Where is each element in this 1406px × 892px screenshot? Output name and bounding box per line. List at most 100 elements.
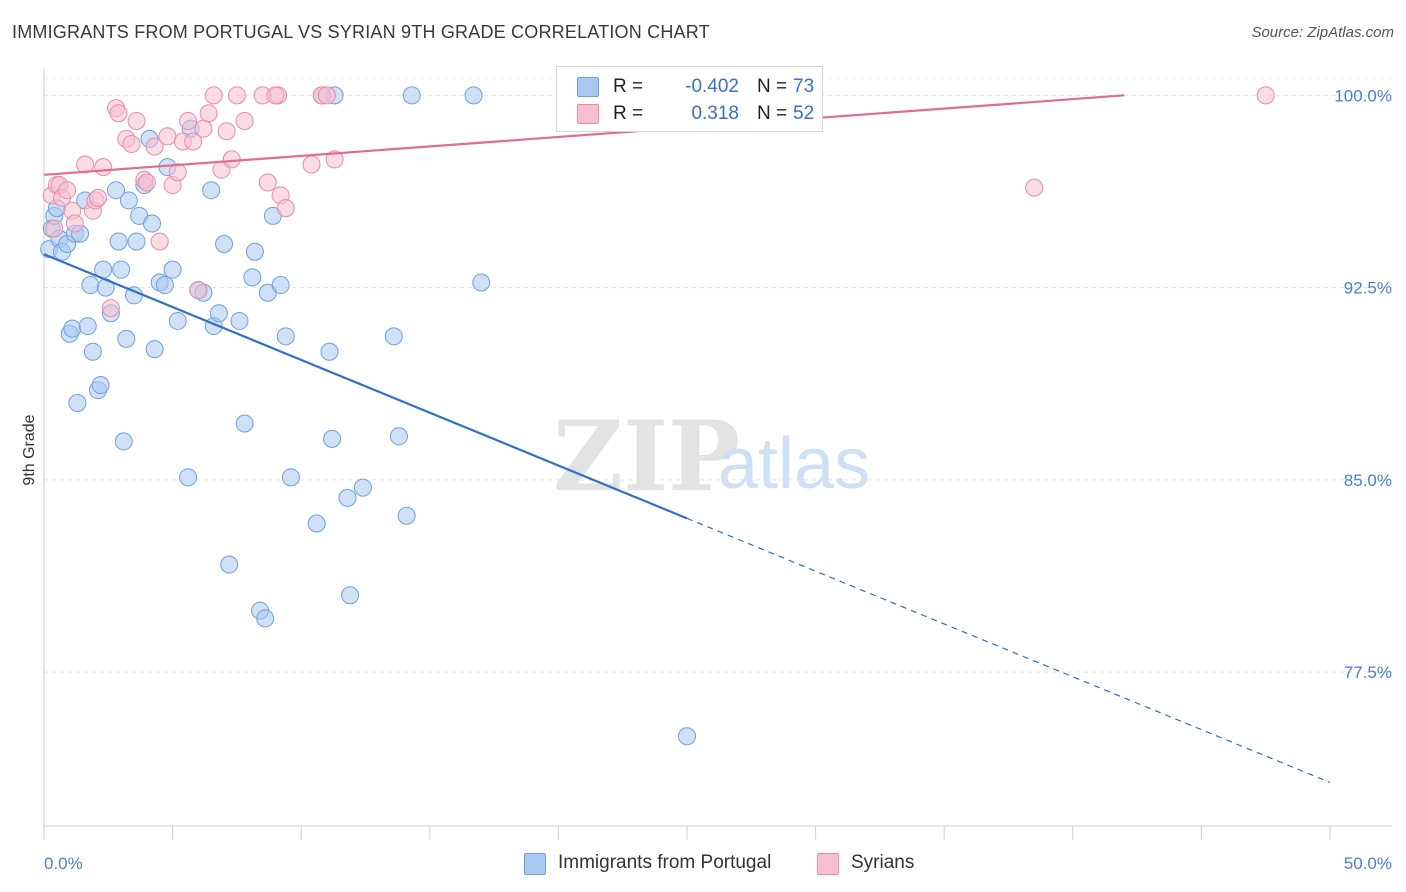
data-point: [220, 555, 239, 574]
data-point: [109, 104, 128, 123]
legend-r-value-portugal: -0.402: [685, 76, 739, 97]
data-point: [204, 86, 223, 105]
data-point: [258, 173, 277, 192]
bottom-legend-swatch-syrians: [817, 853, 839, 875]
data-point: [464, 86, 483, 105]
data-point: [271, 276, 290, 295]
data-point: [107, 181, 126, 200]
data-point: [184, 132, 203, 151]
bottom-legend-swatch-portugal: [524, 853, 546, 875]
bottom-legend-label-portugal: Immigrants from Portugal: [558, 852, 772, 873]
data-point: [353, 478, 372, 497]
data-point: [307, 514, 326, 533]
chart-title: IMMIGRANTS FROM PORTUGAL VS SYRIAN 9TH G…: [12, 22, 710, 42]
data-point: [168, 311, 187, 330]
legend-n-value-syrians: 52: [793, 103, 815, 124]
trendline-portugal: [43, 253, 688, 520]
data-point: [202, 181, 221, 200]
data-point: [179, 468, 198, 487]
data-point: [58, 181, 77, 200]
legend-n-value-portugal: 73: [793, 76, 815, 97]
source-label: Source: ZipAtlas.com: [1251, 24, 1394, 41]
data-point: [217, 122, 236, 141]
data-point: [78, 317, 97, 336]
trendline-portugal-extension: [686, 517, 1331, 783]
gridlines: [44, 77, 1392, 673]
data-point: [222, 150, 241, 169]
watermark: ZIP atlas: [553, 400, 870, 513]
data-point: [276, 327, 295, 346]
data-point: [76, 155, 95, 174]
data-point: [323, 429, 342, 448]
data-point: [397, 506, 416, 525]
data-point: [199, 104, 218, 123]
data-point: [145, 137, 164, 156]
legend-r-label: R =: [613, 103, 644, 124]
legend-r-value-syrians: 0.318: [691, 103, 739, 124]
data-point: [65, 214, 84, 233]
data-point: [389, 427, 408, 446]
data-point: [145, 340, 164, 359]
data-point: [678, 727, 696, 746]
y-tick-label: 85.0%: [1344, 471, 1392, 490]
data-point: [235, 414, 254, 433]
data-point: [266, 86, 285, 105]
data-point: [168, 163, 187, 182]
data-point: [281, 468, 300, 487]
data-point: [276, 199, 295, 218]
data-point: [338, 488, 357, 507]
data-point: [68, 393, 87, 412]
data-point: [235, 111, 254, 130]
x-tick-label: 50.0%: [1344, 854, 1392, 873]
data-point: [122, 135, 141, 154]
data-point: [320, 342, 339, 361]
data-point: [150, 232, 169, 251]
x-tick-label: 0.0%: [44, 854, 83, 873]
data-point: [137, 173, 156, 192]
data-point: [143, 214, 162, 233]
y-tick-label: 100.0%: [1334, 86, 1392, 105]
data-point: [384, 327, 403, 346]
y-axis-label: 9th Grade: [21, 414, 38, 485]
data-point: [45, 219, 64, 238]
data-point: [119, 191, 138, 210]
y-tick-labels: 100.0% 92.5% 85.0% 77.5%: [1334, 86, 1392, 682]
bottom-legend-label-syrians: Syrians: [851, 852, 915, 873]
data-point: [256, 609, 275, 628]
data-point: [155, 276, 174, 295]
data-point: [243, 268, 262, 287]
watermark-zip: ZIP: [553, 400, 740, 513]
data-point: [91, 376, 110, 395]
trendline-syrians: [43, 94, 1125, 176]
data-point: [179, 111, 198, 130]
data-point: [1025, 178, 1044, 197]
legend-n-label: N =: [757, 103, 788, 124]
data-point: [215, 235, 234, 254]
data-point: [114, 432, 133, 451]
correlation-legend: R = -0.402 N = 73 R = 0.318 N = 52: [556, 66, 823, 132]
data-point: [325, 150, 344, 169]
data-point: [117, 329, 136, 348]
trendlines: [43, 94, 1331, 783]
data-point: [83, 342, 102, 361]
data-point: [81, 276, 100, 295]
y-tick-label: 77.5%: [1344, 663, 1392, 682]
data-point: [109, 232, 128, 251]
data-point: [227, 86, 246, 105]
data-point: [194, 119, 213, 138]
data-point: [163, 260, 182, 279]
data-point: [230, 311, 249, 330]
data-point: [1256, 86, 1275, 105]
data-point: [317, 86, 336, 105]
data-point: [209, 304, 228, 323]
watermark-atlas: atlas: [718, 424, 870, 504]
data-point: [89, 188, 108, 207]
data-point: [127, 232, 146, 251]
legend-r-label: R =: [613, 76, 644, 97]
x-tick-labels: 0.0% 50.0%: [44, 854, 1392, 873]
legend-swatch-portugal: [577, 77, 599, 97]
data-point: [402, 86, 421, 105]
data-point: [245, 242, 264, 261]
data-point: [189, 281, 208, 300]
